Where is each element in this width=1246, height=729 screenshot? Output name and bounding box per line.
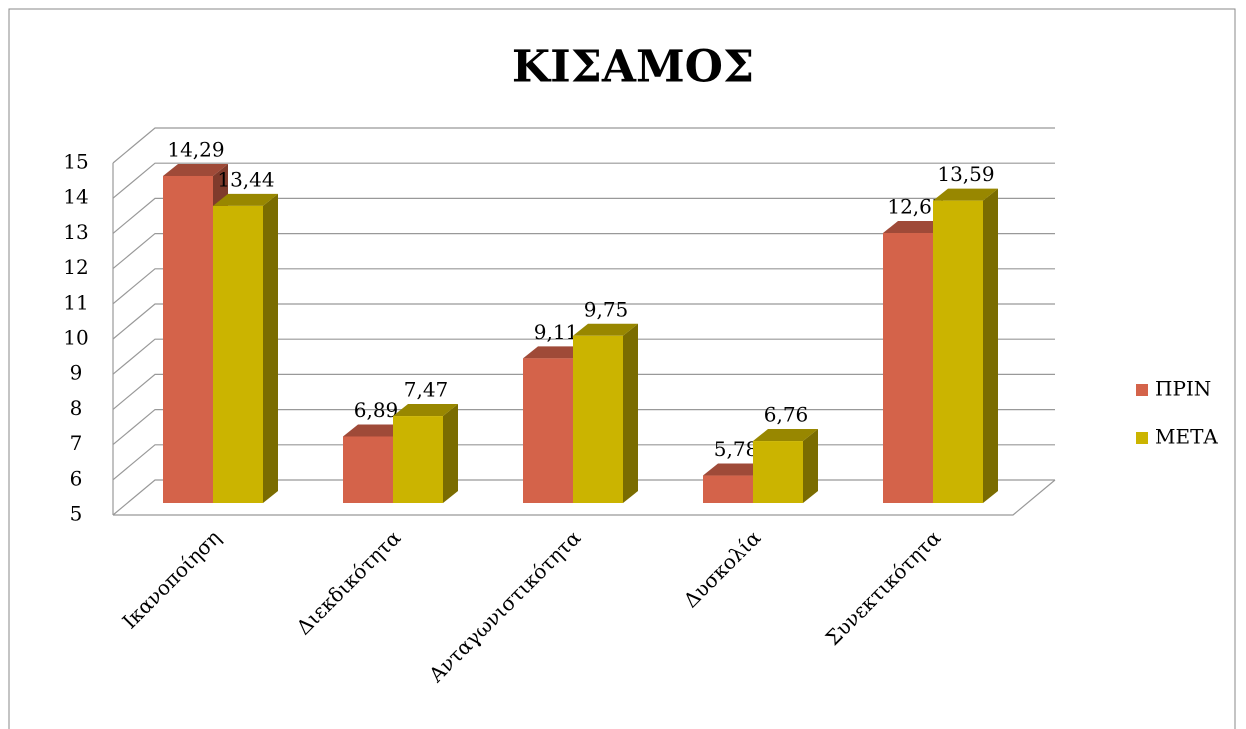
grid-line <box>112 233 1055 270</box>
bar <box>573 335 623 503</box>
bar-top <box>703 463 768 476</box>
y-tick-label: 10 <box>63 326 88 350</box>
legend-swatch <box>1136 384 1148 396</box>
grid-line <box>112 268 1055 305</box>
y-tick-label: 13 <box>63 220 88 244</box>
bar-side <box>443 404 458 503</box>
data-label: 9,11 <box>534 320 579 344</box>
legend-swatch <box>1136 432 1148 444</box>
data-label: 5,78 <box>714 437 759 461</box>
bar-side <box>983 188 998 503</box>
bar <box>753 441 803 503</box>
y-tick-label: 9 <box>70 361 83 385</box>
legend-label: ΠΡΙΝ <box>1155 377 1211 401</box>
x-tick-label: Συνεκτικότητα <box>821 525 946 650</box>
chart-border <box>8 8 1236 729</box>
y-tick-label: 7 <box>70 431 83 455</box>
grid-line <box>112 127 1055 164</box>
data-label: 14,29 <box>167 137 224 161</box>
legend-label: ΜΕΤΑ <box>1155 425 1218 449</box>
data-label: 6,89 <box>354 398 399 422</box>
grid-line <box>112 338 1055 375</box>
bar-top <box>883 221 948 234</box>
bar-top <box>163 163 228 176</box>
x-tick-label: Δυσκολία <box>679 525 766 612</box>
bar <box>213 205 263 504</box>
bar <box>703 475 753 503</box>
bar <box>343 436 393 503</box>
x-tick-label: Ανταγωνιστικότητα <box>423 525 585 687</box>
y-tick-label: 11 <box>63 290 88 314</box>
grid-line <box>112 373 1055 410</box>
data-label: 6,76 <box>764 403 809 427</box>
x-tick-label: Διεκδικότητα <box>291 525 405 639</box>
bar-top <box>753 429 818 442</box>
data-label: 9,75 <box>584 297 629 321</box>
bar-top <box>343 424 408 437</box>
grid-line <box>112 409 1055 446</box>
bar-side <box>263 193 278 504</box>
floor-edge <box>113 479 1056 516</box>
bar-top <box>523 346 588 359</box>
chart-title: ΚΙΣΑΜΟΣ <box>512 42 754 93</box>
grid-line <box>112 162 1055 199</box>
bar-side <box>623 323 638 503</box>
grid-line <box>112 303 1055 340</box>
bar-top <box>393 404 458 417</box>
bar-top <box>933 188 998 201</box>
grid-line <box>112 197 1055 234</box>
data-label: 7,47 <box>404 378 449 402</box>
bar <box>163 175 213 503</box>
y-tick-label: 14 <box>63 185 88 209</box>
bar-top <box>573 323 638 336</box>
data-label: 13,59 <box>937 162 994 186</box>
bar <box>523 358 573 503</box>
bar-side <box>803 429 818 503</box>
x-tick-label: Ικανοποίηση <box>117 525 225 633</box>
bar <box>393 416 443 503</box>
bar <box>883 233 933 504</box>
data-label: 13,44 <box>217 167 274 191</box>
y-tick-label: 6 <box>70 466 83 490</box>
bar <box>933 200 983 503</box>
y-tick-label: 5 <box>70 502 83 526</box>
y-tick-label: 15 <box>63 150 88 174</box>
y-tick-label: 12 <box>63 255 88 279</box>
y-tick-label: 8 <box>70 396 83 420</box>
bar-top <box>213 193 278 206</box>
